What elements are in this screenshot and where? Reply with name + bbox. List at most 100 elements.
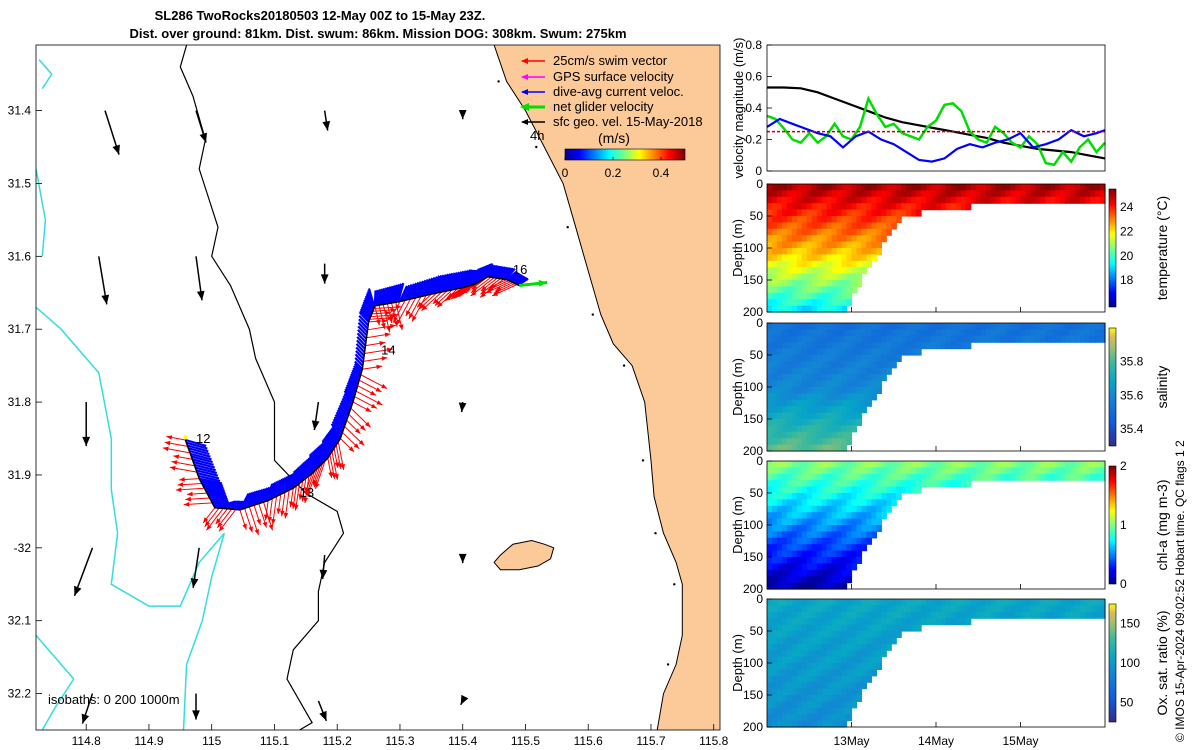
chla-cell bbox=[990, 473, 997, 481]
temperature-cell bbox=[781, 286, 788, 294]
oxygen-cell bbox=[806, 682, 813, 690]
salinity-cell bbox=[1095, 329, 1101, 337]
chla-cell bbox=[801, 525, 808, 532]
oxygen-cell bbox=[921, 618, 927, 626]
chla-cell bbox=[821, 499, 828, 507]
salinity-cell bbox=[801, 335, 808, 343]
temperature-cell bbox=[856, 222, 863, 230]
oxygen-cell bbox=[1100, 605, 1106, 613]
temperature-cell bbox=[891, 216, 897, 223]
oxygen-cell bbox=[791, 650, 798, 658]
salinity-cell bbox=[772, 444, 778, 452]
salinity-cell bbox=[767, 425, 773, 433]
oxygen-cell bbox=[866, 631, 872, 638]
salinity-cell bbox=[776, 438, 783, 446]
oxygen-cell bbox=[801, 637, 808, 645]
oxygen-cell bbox=[965, 599, 972, 606]
current-vector bbox=[323, 437, 331, 456]
oxygen-cell bbox=[1000, 611, 1007, 619]
salinity-cell bbox=[990, 323, 997, 330]
current-vector bbox=[294, 468, 298, 487]
oxygen-cell bbox=[776, 631, 783, 638]
current-vector bbox=[488, 264, 497, 278]
salinity-cell bbox=[851, 380, 858, 388]
swim-vector-head bbox=[417, 301, 423, 308]
oxygen-cell bbox=[861, 656, 867, 664]
chla-cell bbox=[871, 505, 877, 513]
salinity-cell bbox=[836, 335, 843, 343]
salinity-cell bbox=[811, 412, 818, 420]
oxygen-cell bbox=[786, 656, 793, 664]
isobath-1000m-central bbox=[36, 306, 226, 730]
isobath-200m bbox=[179, 45, 345, 730]
salinity-cell bbox=[916, 342, 922, 350]
chla-cell bbox=[876, 473, 882, 481]
temperature-cell bbox=[856, 273, 863, 281]
chla-cell bbox=[831, 518, 838, 526]
swim-vector-head bbox=[390, 323, 396, 329]
salinity-colorbar-tick-label: 35.6 bbox=[1120, 388, 1144, 402]
temperature-cell bbox=[866, 235, 872, 243]
swim-vector-head bbox=[254, 529, 259, 536]
oxygen-cell bbox=[776, 656, 783, 664]
salinity-cell bbox=[950, 342, 957, 350]
salinity-cell bbox=[811, 367, 818, 375]
chla-cell bbox=[955, 467, 962, 475]
oxygen-cell bbox=[826, 631, 833, 638]
salinity-cell bbox=[831, 438, 838, 446]
chla-cell bbox=[836, 512, 843, 520]
salinity-cell bbox=[891, 355, 897, 362]
salinity-cell bbox=[851, 367, 858, 375]
oxygen-cell bbox=[965, 618, 972, 626]
oxygen-cell bbox=[931, 605, 937, 613]
chla-cell bbox=[772, 531, 778, 539]
oxygen-cell bbox=[776, 720, 783, 728]
chla-cell bbox=[816, 544, 823, 552]
temperature-cell bbox=[806, 190, 813, 198]
salinity-cell bbox=[801, 387, 808, 394]
temperature-cell bbox=[1070, 196, 1076, 204]
map-x-tick-label: 115.3 bbox=[385, 734, 414, 748]
current-vector bbox=[330, 427, 339, 444]
oxygen-cell bbox=[791, 675, 798, 683]
salinity-cell bbox=[796, 335, 803, 343]
geo-vector-head bbox=[112, 144, 120, 155]
temperature-cell bbox=[876, 248, 882, 255]
temperature-cell bbox=[901, 190, 907, 198]
salinity-cell bbox=[781, 406, 788, 414]
temperature-cell bbox=[861, 184, 867, 191]
chla-cell bbox=[772, 544, 778, 552]
temperature-cell bbox=[950, 190, 957, 198]
salinity-y-tick-label: 0 bbox=[756, 316, 763, 330]
oxygen-cell bbox=[846, 695, 853, 702]
salinity-cell bbox=[856, 380, 863, 388]
salinity-cell bbox=[801, 431, 808, 439]
salinity-cell bbox=[801, 380, 808, 388]
chla-cell bbox=[786, 486, 793, 494]
oxygen-cell bbox=[861, 669, 867, 677]
temperature-cell bbox=[791, 184, 798, 191]
temperature-cell bbox=[801, 286, 808, 294]
chla-cell bbox=[945, 467, 952, 475]
salinity-cell bbox=[811, 361, 818, 369]
temperature-cell bbox=[831, 196, 838, 204]
salinity-cell bbox=[1080, 329, 1086, 337]
salinity-cell bbox=[796, 425, 803, 433]
current-vector bbox=[452, 271, 463, 290]
temperature-cell bbox=[791, 292, 798, 300]
oxygen-cell bbox=[861, 599, 867, 606]
temperature-cell bbox=[772, 196, 778, 204]
salinity-cell bbox=[826, 431, 833, 439]
salinity-cell bbox=[881, 329, 887, 337]
salinity-cell bbox=[806, 399, 813, 407]
chla-cell bbox=[811, 467, 818, 475]
oxygen-cell bbox=[767, 599, 773, 606]
chla-cell bbox=[851, 557, 858, 564]
geo-vector-head bbox=[458, 553, 467, 564]
oxygen-cell bbox=[811, 631, 818, 638]
chla-cell bbox=[806, 480, 813, 488]
salinity-cell bbox=[941, 323, 947, 330]
oxygen-cell bbox=[767, 675, 773, 683]
salinity-cell bbox=[911, 329, 917, 337]
speed-colorbar-tick-label: 0.4 bbox=[653, 166, 670, 180]
